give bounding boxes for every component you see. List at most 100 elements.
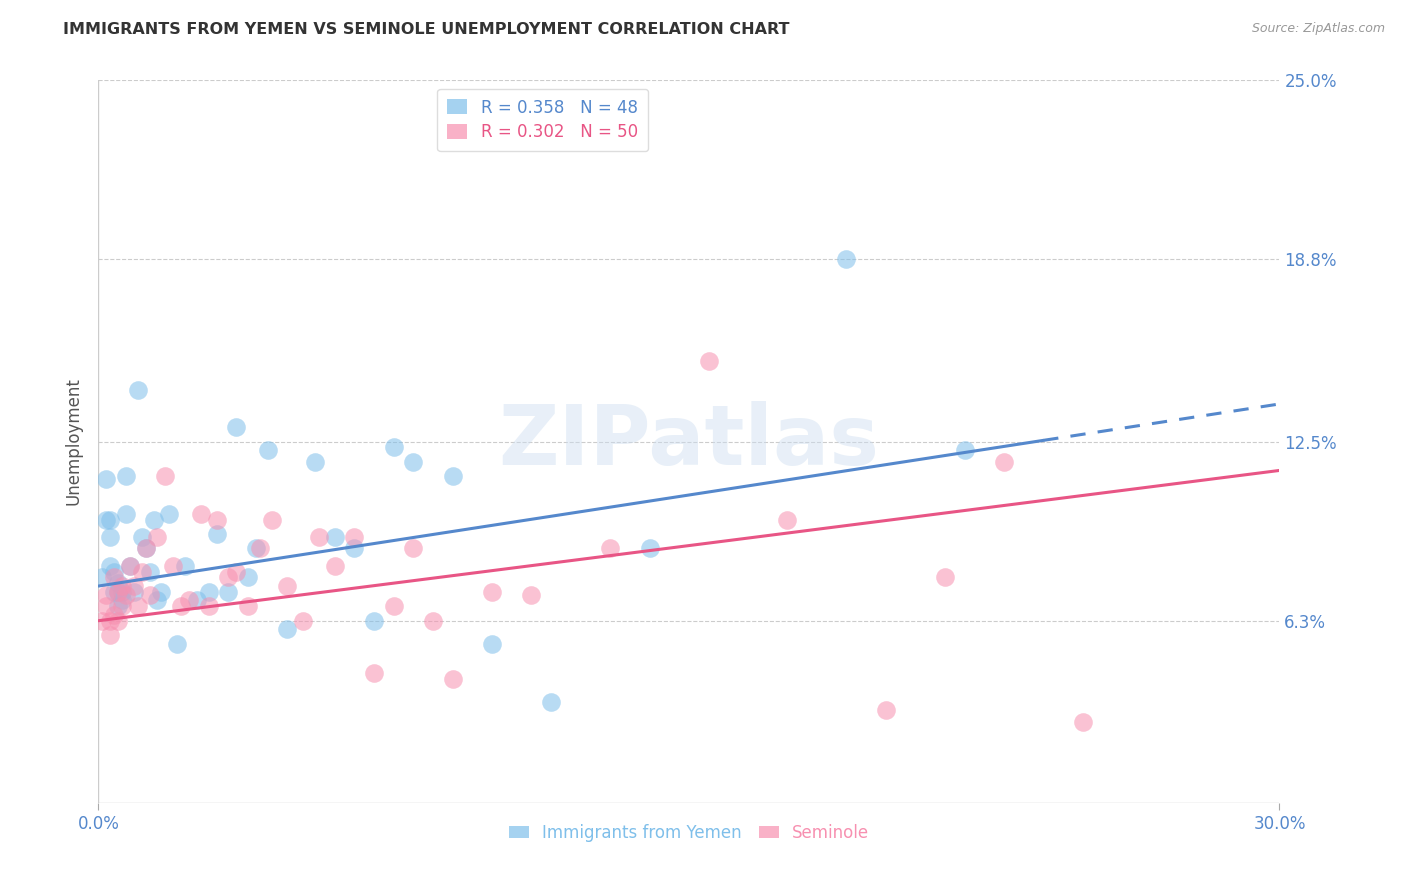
Point bbox=[245, 541, 267, 556]
Point bbox=[138, 565, 160, 579]
Point bbox=[697, 353, 720, 368]
Point bbox=[131, 565, 153, 579]
Point bbox=[308, 530, 330, 544]
Text: ZIPatlas: ZIPatlas bbox=[499, 401, 879, 482]
Point bbox=[363, 614, 385, 628]
Point bbox=[96, 588, 118, 602]
Legend: Immigrants from Yemen, Seminole: Immigrants from Yemen, Seminole bbox=[502, 817, 876, 848]
Point bbox=[103, 607, 125, 622]
Point bbox=[98, 512, 121, 526]
Point bbox=[115, 588, 138, 602]
Point bbox=[122, 579, 145, 593]
Point bbox=[422, 614, 444, 628]
Y-axis label: Unemployment: Unemployment bbox=[65, 377, 83, 506]
Point bbox=[118, 558, 141, 573]
Point bbox=[540, 695, 562, 709]
Point bbox=[98, 614, 121, 628]
Point bbox=[382, 440, 405, 454]
Point bbox=[146, 530, 169, 544]
Point bbox=[197, 599, 219, 614]
Point bbox=[177, 593, 200, 607]
Point bbox=[363, 665, 385, 680]
Point bbox=[217, 570, 239, 584]
Point bbox=[107, 584, 129, 599]
Point bbox=[127, 383, 149, 397]
Text: Source: ZipAtlas.com: Source: ZipAtlas.com bbox=[1251, 22, 1385, 36]
Point bbox=[135, 541, 157, 556]
Point bbox=[174, 558, 197, 573]
Point bbox=[236, 599, 259, 614]
Point bbox=[166, 637, 188, 651]
Point bbox=[343, 541, 366, 556]
Point bbox=[323, 558, 346, 573]
Point bbox=[170, 599, 193, 614]
Point bbox=[276, 623, 298, 637]
Point bbox=[115, 507, 138, 521]
Point bbox=[441, 672, 464, 686]
Point bbox=[127, 599, 149, 614]
Point bbox=[186, 593, 208, 607]
Point bbox=[292, 614, 315, 628]
Point bbox=[162, 558, 184, 573]
Point bbox=[256, 443, 278, 458]
Point bbox=[98, 628, 121, 642]
Point bbox=[402, 541, 425, 556]
Point bbox=[96, 512, 118, 526]
Point bbox=[103, 565, 125, 579]
Point bbox=[96, 472, 118, 486]
Point bbox=[91, 614, 114, 628]
Point bbox=[953, 443, 976, 458]
Point bbox=[638, 541, 661, 556]
Point bbox=[481, 584, 503, 599]
Point bbox=[107, 599, 129, 614]
Point bbox=[217, 584, 239, 599]
Point bbox=[402, 455, 425, 469]
Point bbox=[323, 530, 346, 544]
Point bbox=[118, 558, 141, 573]
Point bbox=[107, 614, 129, 628]
Point bbox=[150, 584, 173, 599]
Point bbox=[131, 530, 153, 544]
Point bbox=[481, 637, 503, 651]
Point bbox=[1071, 714, 1094, 729]
Point bbox=[225, 565, 247, 579]
Point bbox=[115, 469, 138, 483]
Point bbox=[111, 593, 134, 607]
Point bbox=[142, 512, 165, 526]
Point bbox=[98, 530, 121, 544]
Point bbox=[111, 584, 134, 599]
Point bbox=[776, 512, 799, 526]
Point bbox=[103, 570, 125, 584]
Point bbox=[993, 455, 1015, 469]
Point bbox=[135, 541, 157, 556]
Point bbox=[190, 507, 212, 521]
Point bbox=[249, 541, 271, 556]
Text: IMMIGRANTS FROM YEMEN VS SEMINOLE UNEMPLOYMENT CORRELATION CHART: IMMIGRANTS FROM YEMEN VS SEMINOLE UNEMPL… bbox=[63, 22, 790, 37]
Point bbox=[138, 588, 160, 602]
Point bbox=[934, 570, 956, 584]
Point bbox=[520, 588, 543, 602]
Point bbox=[441, 469, 464, 483]
Point bbox=[122, 584, 145, 599]
Point bbox=[260, 512, 283, 526]
Point bbox=[103, 584, 125, 599]
Point bbox=[96, 599, 118, 614]
Point bbox=[107, 584, 129, 599]
Point bbox=[236, 570, 259, 584]
Point bbox=[205, 527, 228, 541]
Point bbox=[98, 558, 121, 573]
Point bbox=[91, 570, 114, 584]
Point bbox=[111, 599, 134, 614]
Point bbox=[225, 420, 247, 434]
Point bbox=[382, 599, 405, 614]
Point bbox=[205, 512, 228, 526]
Point bbox=[111, 579, 134, 593]
Point bbox=[197, 584, 219, 599]
Point bbox=[276, 579, 298, 593]
Point bbox=[599, 541, 621, 556]
Point bbox=[875, 703, 897, 717]
Point bbox=[835, 252, 858, 267]
Point bbox=[157, 507, 180, 521]
Point bbox=[107, 576, 129, 591]
Point bbox=[155, 469, 177, 483]
